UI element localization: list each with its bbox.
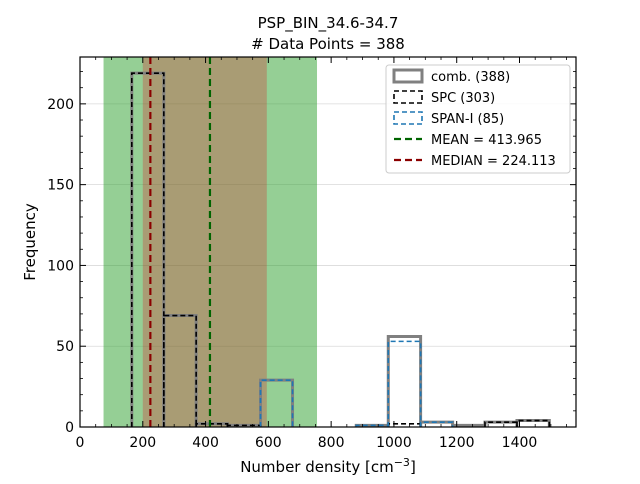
y-tick-label: 200 (47, 97, 74, 113)
legend-label-4: MEDIAN = 224.113 (431, 154, 556, 169)
histogram-bar-s1-b6 (516, 419, 551, 427)
chart-title-line1: PSP_BIN_34.6-34.7 (258, 14, 399, 33)
x-tick-label: 800 (318, 435, 345, 451)
legend-box (385, 64, 571, 174)
x-tick-label: 400 (192, 435, 219, 451)
histogram-bar-s1-b5 (484, 421, 518, 427)
legend-swatch-0 (392, 68, 424, 84)
axis-ticks: 0 200 400 600 800 1000 1200 1400 0 50 100 150 200 (47, 57, 576, 451)
y-tick-label: 100 (47, 258, 74, 274)
x-tick-label: 1200 (439, 435, 475, 451)
x-tick-label: 1000 (376, 435, 412, 451)
histogram-bar-s0-b6 (386, 335, 423, 427)
histogram-bar-s0-b10 (515, 419, 551, 427)
histogram-bar-s2-b2 (387, 340, 422, 427)
y-tick-label: 150 (47, 178, 74, 194)
x-tick-label: 200 (129, 435, 156, 451)
stat-lines (149, 57, 212, 427)
legend-swatch-1 (393, 90, 423, 104)
x-tick-label: 1400 (502, 435, 538, 451)
y-tick-label: 50 (56, 339, 74, 355)
x-axis-label: Number density [cm−3] (240, 456, 416, 476)
legend-label-0: comb. (388) (431, 70, 510, 85)
legend-label-2: SPAN-I (85) (431, 112, 504, 127)
x-tick-label: 0 (76, 435, 85, 451)
x-axis-label-exponent: −3 (394, 456, 410, 469)
legend-swatch-2 (393, 111, 423, 125)
legend: comb. (388) SPC (303) SPAN-I (85) MEAN = 41… (385, 64, 571, 174)
histogram-bar-s0-b4 (259, 378, 295, 427)
shaded-region (142, 57, 267, 427)
axes-frame (79, 56, 577, 428)
y-axis-label: Frequency (21, 203, 39, 281)
chart-title-line2: # Data Points = 388 (251, 35, 405, 53)
x-axis-label-main: Number density [cm (240, 458, 394, 476)
histogram-bar-s1-b0 (130, 72, 165, 427)
x-tick-label: 600 (255, 435, 282, 451)
y-tick-label: 0 (65, 420, 74, 436)
legend-label-1: SPC (303) (431, 91, 495, 106)
histogram-bars (130, 71, 551, 427)
x-axis-label-close: ] (410, 458, 416, 476)
legend-label-3: MEAN = 413.965 (431, 133, 542, 148)
histogram-bar-s2-b3 (419, 421, 454, 427)
